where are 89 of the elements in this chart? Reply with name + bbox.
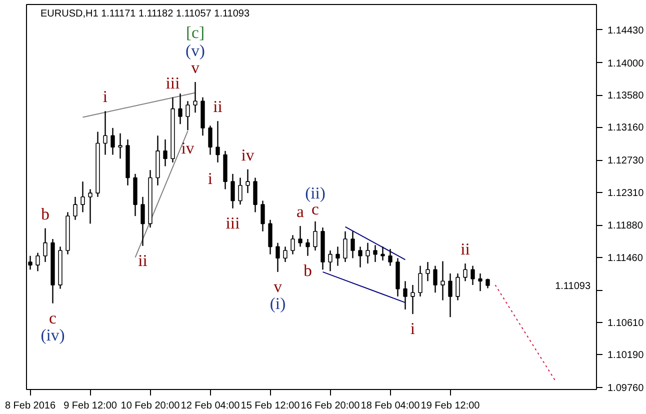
candlestick [478, 272, 482, 292]
candlestick [343, 230, 348, 263]
candlestick [306, 238, 310, 256]
candlestick [433, 265, 438, 294]
y-tick-label: 1.14000 [608, 58, 644, 70]
candlestick [268, 219, 272, 255]
y-tick-label: 1.12310 [608, 188, 644, 199]
candlestick [276, 242, 280, 273]
y-tick-label: 1.12730 [608, 156, 644, 167]
annotation: i [410, 319, 416, 338]
candlestick [118, 132, 122, 160]
candlestick [140, 196, 145, 246]
candlestick [388, 248, 392, 266]
annotation: 1.11093 [555, 280, 591, 292]
annotation: (iv) [40, 325, 65, 344]
y-tick-label: 1.13580 [608, 90, 644, 102]
candlestick [36, 252, 40, 272]
annotation: v [274, 276, 283, 296]
annotation: ii [213, 97, 223, 116]
candlestick [178, 92, 182, 125]
candlestick [163, 138, 168, 167]
y-tick-label: 1.13160 [608, 122, 644, 134]
x-tick-label: 16 Feb 20:00 [300, 400, 360, 412]
annotation: a [296, 202, 305, 221]
x-tick-label: 9 Feb 12:00 [64, 400, 118, 412]
annotation: iv [181, 138, 195, 158]
candlestick [298, 225, 302, 248]
annotation: ii [138, 250, 148, 270]
candlestick [73, 196, 78, 220]
candlestick [366, 242, 370, 264]
y-tick-label: 1.09760 [608, 383, 644, 394]
annotation: [c] [186, 23, 205, 42]
y-tick-label: 1.11460 [608, 252, 644, 264]
candlestick [350, 230, 355, 259]
candlestick [88, 188, 92, 224]
candlestick [313, 220, 318, 252]
candlestick [290, 234, 295, 255]
candlestick [260, 200, 265, 232]
candlestick [448, 272, 452, 318]
y-tick-label: 1.10190 [608, 350, 644, 362]
candlestick [403, 280, 408, 310]
annotation: (v) [186, 41, 205, 60]
candlestick [486, 278, 490, 289]
y-tick-label: 1.11880 [608, 220, 644, 232]
candlestick [216, 120, 220, 164]
x-tick-label: 18 Feb 04:00 [360, 400, 420, 412]
candlestick [336, 246, 340, 266]
annotation: ii [460, 240, 470, 259]
annotation: iv [241, 145, 255, 164]
y-tick-label: 1.10610 [608, 318, 644, 329]
x-tick-label: 19 Feb 12:00 [420, 400, 480, 412]
candlestick [470, 265, 475, 286]
annotation: (i) [270, 294, 286, 313]
candlestick [380, 246, 385, 262]
candlestick [43, 228, 48, 263]
candlestick [418, 265, 422, 298]
candlestick [373, 244, 378, 263]
candlestick [238, 177, 242, 206]
x-tick-label: 15 Feb 12:00 [240, 400, 300, 412]
annotation: b [41, 204, 50, 224]
annotation: b [304, 260, 312, 280]
candlestick [358, 246, 362, 268]
annotation: c [49, 308, 56, 328]
annotation: v [191, 58, 200, 78]
x-tick-label: 8 Feb 2016 [4, 400, 56, 412]
candlestick [410, 284, 415, 315]
candlestick [80, 180, 85, 213]
candlestick [186, 100, 190, 131]
candlestick [283, 246, 288, 263]
candlestick [110, 127, 115, 156]
annotation: iii [226, 213, 240, 232]
chart-title: EURUSD,H1 1.11171 1.11182 1.11057 1.11093 [40, 8, 250, 20]
annotation: i [102, 87, 108, 106]
candlestick [208, 125, 212, 156]
y-tick-label: 1.14430 [608, 25, 644, 36]
candlestick [246, 168, 250, 194]
x-tick-label: 12 Feb 04:00 [180, 400, 240, 412]
annotation: iii [166, 73, 180, 92]
candlestick [463, 262, 468, 282]
candlestick [426, 261, 430, 282]
candlestick [328, 250, 332, 272]
annotation: i [208, 168, 213, 188]
candlestick [456, 272, 460, 301]
candlestick [440, 260, 445, 301]
candlestick [230, 173, 235, 209]
x-tick-label: 10 Feb 20:00 [120, 400, 180, 412]
candlestick [193, 81, 198, 114]
candlestick [103, 110, 108, 156]
candlestick [253, 177, 258, 213]
